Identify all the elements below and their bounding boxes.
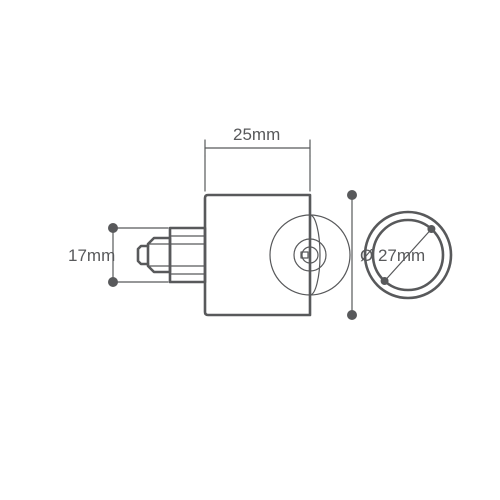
dim-right-label: Ø 27mm: [360, 246, 425, 265]
dim-left-label: 17mm: [68, 246, 115, 265]
end-view-dot: [381, 277, 389, 285]
dim-top-label: 25mm: [233, 125, 280, 144]
dim-right-dot: [347, 190, 357, 200]
dim-right-dot: [347, 310, 357, 320]
bolt-head: [138, 246, 148, 264]
end-view-dot: [427, 225, 435, 233]
nut-outline: [148, 238, 170, 272]
